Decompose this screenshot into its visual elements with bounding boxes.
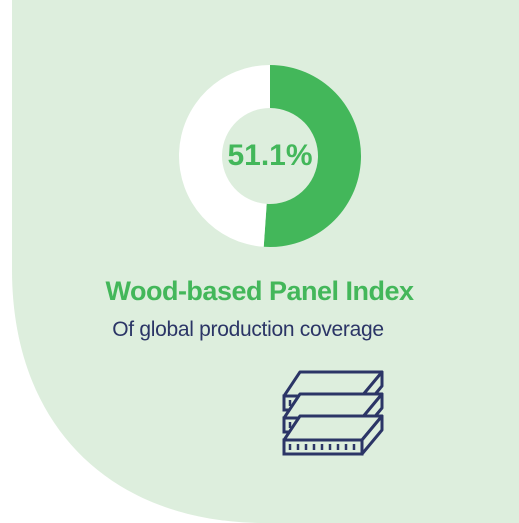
- stacked-wood-panels-icon: [282, 370, 384, 456]
- teardrop-card-shape: [12, 0, 519, 523]
- percentage-value: 51.1%: [227, 139, 313, 172]
- panel-layer: [282, 414, 384, 456]
- donut-segment-remainder: [178, 65, 270, 247]
- chart-subtitle: Of global production coverage: [112, 318, 384, 341]
- donut-chart: [178, 65, 361, 247]
- donut-segment-value: [263, 65, 361, 247]
- chart-title: Wood-based Panel Index: [105, 276, 414, 306]
